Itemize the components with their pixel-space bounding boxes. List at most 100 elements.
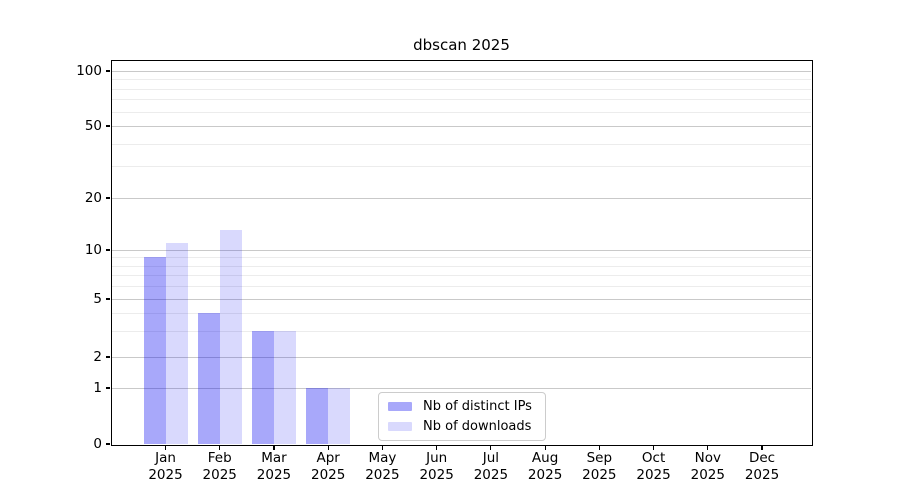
x-tick-label: Nov 2025 (680, 450, 736, 483)
bar-downloads (165, 242, 188, 444)
y-tick-label: 100 (76, 63, 102, 79)
gridline-minor (112, 286, 811, 288)
gridline-minor (112, 331, 811, 333)
gridline-major (112, 250, 811, 252)
x-tick-mark (761, 445, 763, 450)
bar-downloads (273, 331, 296, 444)
y-tick-label: 5 (93, 291, 102, 307)
y-tick-label: 2 (93, 349, 102, 365)
bar-distinct-ips (197, 313, 220, 444)
x-tick-month: Apr (316, 450, 340, 466)
plot-area (112, 61, 811, 444)
gridline-minor (112, 143, 811, 145)
gridline-minor (112, 313, 811, 315)
x-tick-label: Feb 2025 (192, 450, 248, 483)
x-tick-label: Jul 2025 (463, 450, 519, 483)
x-tick-label: Aug 2025 (517, 450, 573, 483)
bar-downloads (328, 388, 351, 444)
x-tick-month: Sep (586, 450, 613, 466)
x-tick-month: Oct (641, 450, 666, 466)
x-tick-year: 2025 (744, 466, 780, 483)
x-tick-mark (544, 445, 546, 450)
x-tick-mark (707, 445, 709, 450)
gridline-minor (112, 275, 811, 277)
x-tick-mark (436, 445, 438, 450)
gridline-major (112, 71, 811, 73)
x-tick-year: 2025 (636, 466, 671, 483)
y-tick-mark (105, 249, 110, 251)
x-tick-month: Feb (207, 450, 232, 466)
gridline-minor (112, 99, 811, 101)
x-tick-year: 2025 (256, 466, 292, 483)
x-tick-month: Jan (155, 450, 176, 466)
y-tick-mark (105, 298, 110, 300)
x-tick-mark (327, 445, 329, 450)
x-tick-year: 2025 (365, 466, 400, 483)
x-tick-year: 2025 (419, 466, 454, 483)
gridline-major (112, 198, 811, 200)
legend-label: Nb of downloads (423, 419, 532, 434)
y-tick-mark (105, 387, 110, 389)
x-tick-label: Oct 2025 (626, 450, 682, 483)
x-tick-label: Sep 2025 (571, 450, 627, 483)
legend-entry-downloads: Nb of downloads (388, 419, 536, 434)
gridline-major (112, 299, 811, 301)
gridline-minor (112, 257, 811, 259)
x-tick-label: Mar 2025 (246, 450, 302, 483)
gridline-major (112, 357, 811, 359)
y-tick-mark (105, 443, 110, 445)
x-tick-label: May 2025 (354, 450, 410, 483)
x-tick-mark (652, 445, 655, 450)
x-tick-mark (490, 445, 492, 450)
gridline-minor (112, 111, 811, 113)
y-tick-label: 0 (93, 436, 102, 452)
chart-title: dbscan 2025 (413, 36, 510, 54)
y-tick-label: 20 (84, 190, 102, 206)
legend-label: Nb of distinct IPs (423, 399, 532, 414)
x-tick-mark (219, 445, 221, 450)
x-tick-label: Jun 2025 (409, 450, 465, 483)
y-tick-mark (105, 197, 110, 199)
legend-swatch-downloads-icon (388, 422, 412, 431)
x-tick-year: 2025 (527, 466, 563, 483)
x-tick-year: 2025 (473, 466, 509, 483)
gridline-minor (112, 79, 811, 81)
legend-swatch-distinct-ips-icon (388, 402, 412, 411)
gridline-minor (112, 88, 811, 90)
y-tick-mark (105, 356, 110, 358)
bar-downloads (219, 230, 242, 444)
x-tick-label: Dec 2025 (734, 450, 790, 483)
bar-distinct-ips (306, 388, 329, 444)
x-tick-month: Mar (261, 450, 287, 466)
gridline-minor (112, 166, 811, 168)
x-tick-year: 2025 (582, 466, 617, 483)
y-tick-label: 50 (84, 118, 102, 134)
y-tick-mark (105, 70, 110, 72)
x-tick-mark (273, 445, 275, 450)
x-tick-year: 2025 (690, 466, 725, 483)
x-tick-mark (598, 445, 600, 450)
gridline-minor (112, 265, 811, 267)
x-tick-month: May (368, 450, 397, 466)
x-tick-year: 2025 (202, 466, 237, 483)
bar-distinct-ips (251, 331, 274, 444)
x-tick-month: Jul (482, 450, 500, 466)
x-tick-year: 2025 (311, 466, 346, 483)
x-tick-month: Nov (694, 450, 721, 466)
x-tick-month: Aug (531, 450, 559, 466)
y-tick-label: 10 (84, 242, 102, 258)
x-tick-mark (164, 445, 167, 450)
x-tick-label: Jan 2025 (138, 450, 194, 483)
bar-distinct-ips (143, 257, 166, 444)
x-tick-mark (381, 445, 383, 450)
legend: Nb of distinct IPs Nb of downloads (378, 392, 546, 441)
y-tick-label: 1 (93, 380, 102, 396)
legend-entry-distinct-ips: Nb of distinct IPs (388, 399, 536, 414)
gridline-major (112, 388, 811, 390)
x-tick-month: Jun (426, 450, 448, 466)
x-tick-month: Dec (748, 450, 776, 466)
y-tick-mark (105, 125, 110, 127)
gridline-major (112, 126, 811, 128)
x-tick-label: Apr 2025 (300, 450, 356, 483)
